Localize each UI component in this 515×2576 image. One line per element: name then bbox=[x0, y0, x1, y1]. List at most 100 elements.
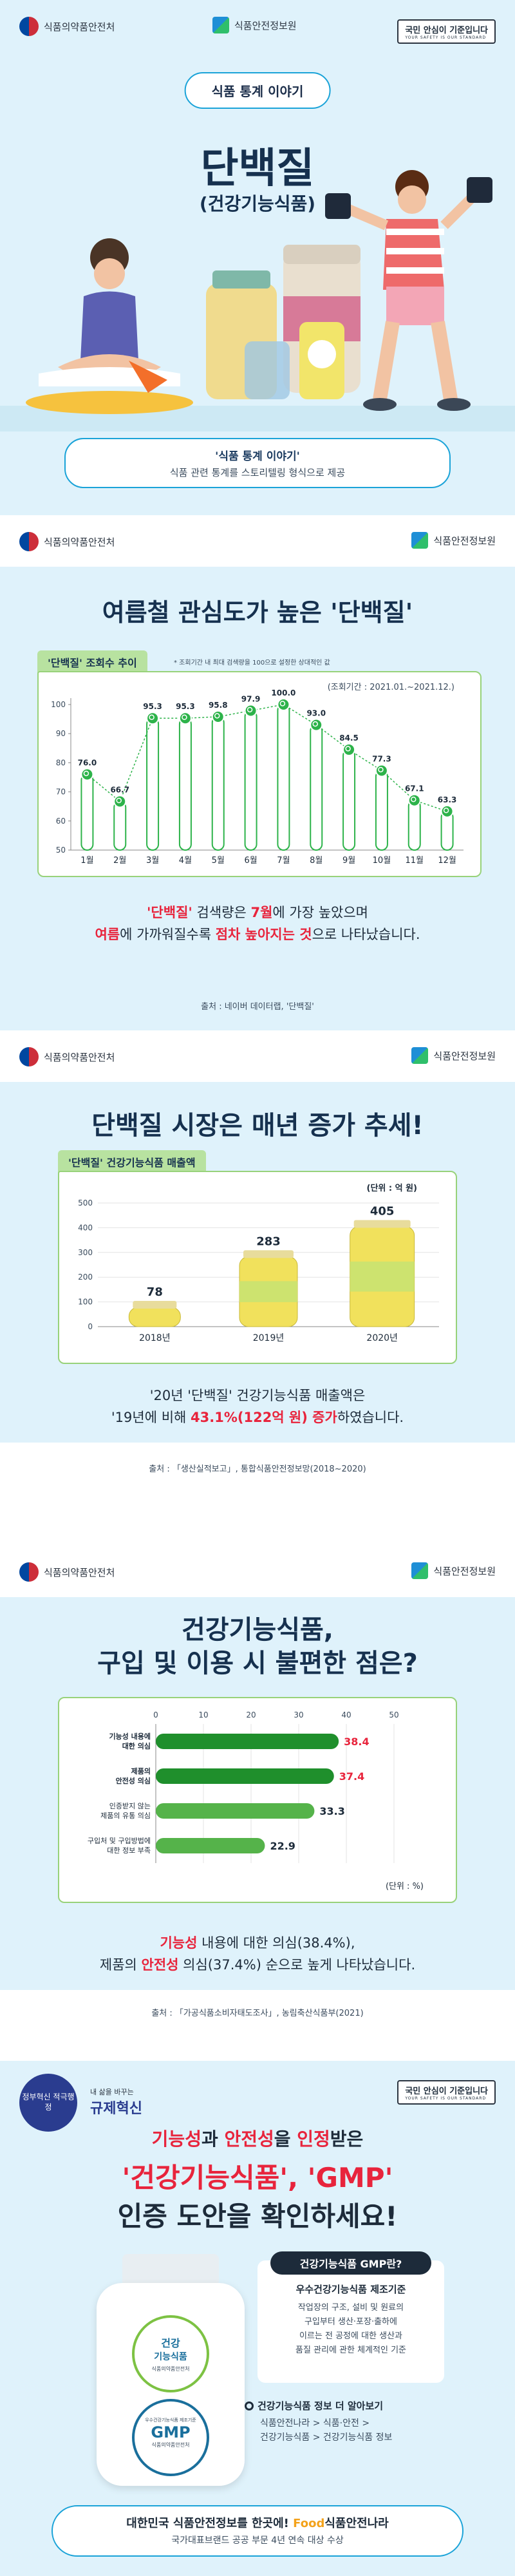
data-label: 37.4 bbox=[339, 1770, 364, 1783]
x-tick-label: 10월 bbox=[373, 856, 391, 866]
value-column bbox=[342, 749, 356, 851]
mfds-logo: 식품의약품안전처 bbox=[19, 532, 115, 551]
data-point bbox=[244, 704, 258, 717]
card2-source: 출처 : 네이버 데이터랩, '단백질' bbox=[201, 1002, 314, 1012]
standard-badge: 국민 안심이 기준입니다 YOUR SAFETY IS OUR STANDARD bbox=[397, 19, 496, 44]
data-label: 33.3 bbox=[319, 1805, 344, 1817]
footer-line2: 국가대표브랜드 공공 부문 4년 연속 대상 수상 bbox=[171, 2535, 344, 2546]
data-label: 405 bbox=[370, 1204, 395, 1218]
gmp-info-title: 건강기능식품 GMP란? bbox=[270, 2251, 431, 2275]
inconvenience-bar bbox=[156, 1838, 265, 1853]
data-point bbox=[178, 712, 192, 725]
mark-text: 기능식품 bbox=[154, 2352, 187, 2362]
mark-text: 식품의약품안전처 bbox=[151, 2442, 190, 2448]
mfds-name: 식품의약품안전처 bbox=[44, 21, 115, 33]
data-point bbox=[80, 768, 94, 781]
standard-badge-en: YOUR SAFETY IS OUR STANDARD bbox=[405, 2096, 487, 2101]
gmp-info-description: 작업장의 구조, 설비 및 원료의 구입부터 생산·포장·출하에 이르는 전 공정에… bbox=[258, 2301, 444, 2358]
search-icon bbox=[378, 766, 384, 773]
card-gmp: 정부혁신 적극행정 내 삶을 바꾸는 규제혁신 국민 안심이 기준입니다 YOU… bbox=[0, 2061, 515, 2576]
data-label: 84.5 bbox=[339, 734, 359, 743]
yoga-person-icon bbox=[26, 238, 193, 414]
data-point bbox=[375, 764, 388, 777]
y-tick-label: 0 bbox=[88, 1322, 93, 1331]
search-icon bbox=[411, 796, 417, 802]
caption-text: 의심(37.4%) 순으로 높게 나타났습니다. bbox=[178, 1957, 416, 1973]
gmp-headline-line3: 인증 도안을 확인하세요! bbox=[117, 2201, 398, 2232]
weightlifter-person-icon bbox=[325, 170, 492, 411]
standard-badge-en: YOUR SAFETY IS OUR STANDARD bbox=[405, 35, 487, 40]
value-column bbox=[375, 770, 388, 851]
caption-text: 에 가까워질수록 bbox=[120, 927, 216, 942]
data-point bbox=[146, 712, 160, 725]
jar-lid bbox=[133, 1301, 177, 1309]
search-icon bbox=[279, 701, 286, 706]
footer-brand-food: Food bbox=[293, 2517, 325, 2530]
kfs-name: 식품안전정보원 bbox=[433, 1565, 496, 1577]
jar-lid bbox=[353, 1220, 411, 1228]
headline-text: 과 bbox=[201, 2128, 225, 2150]
headline-text: 받은 bbox=[330, 2128, 364, 2150]
more-info-title: 건강기능식품 정보 더 알아보기 bbox=[258, 2400, 384, 2412]
x-tick-label: 0 bbox=[153, 1710, 158, 1719]
y-tick-label: 70 bbox=[56, 788, 66, 797]
kfs-emblem-icon bbox=[411, 1562, 429, 1579]
mfds-logo: 식품의약품안전처 bbox=[19, 17, 115, 36]
search-icon bbox=[214, 713, 220, 719]
data-label: 95.3 bbox=[176, 702, 195, 711]
standard-badge-text: 국민 안심이 기준입니다 bbox=[405, 26, 488, 35]
kfs-name: 식품안전정보원 bbox=[234, 19, 297, 32]
gmp-desc-line: 이르는 전 공정에 대한 생산과 bbox=[299, 2331, 403, 2341]
kfs-logo: 식품안전정보원 bbox=[411, 1562, 496, 1579]
mark-text: 우수건강기능식품 제조기준 bbox=[145, 2418, 196, 2423]
x-tick-label: 6월 bbox=[244, 856, 257, 866]
cover-title: 단백질 bbox=[200, 145, 315, 193]
card4-title: 건강기능식품, 구입 및 이용 시 불편한 점은? bbox=[0, 1613, 515, 1680]
value-column bbox=[146, 717, 160, 851]
card-search-trend: 식품의약품안전처 식품안전정보원 여름철 관심도가 높은 '단백질' '단백질'… bbox=[0, 515, 515, 1030]
category-label: 구입처 및 구입방법에 bbox=[88, 1837, 151, 1845]
mark-text: 식품의약품안전처 bbox=[151, 2366, 190, 2372]
y-tick-label: 400 bbox=[78, 1223, 93, 1232]
card-cover: 식품의약품안전처 식품안전정보원 국민 안심이 기준입니다 YOUR SAFET… bbox=[0, 0, 515, 515]
kfs-name: 식품안전정보원 bbox=[433, 1050, 496, 1062]
inconvenience-bar bbox=[156, 1734, 339, 1749]
regulation-badge: 규제혁신 bbox=[90, 2101, 142, 2117]
gmp-desc-line: 작업장의 구조, 설비 및 원료의 bbox=[297, 2303, 404, 2313]
chart-note: * 조회기간 내 최대 검색량을 100으로 설정한 상대적인 값 bbox=[174, 659, 330, 667]
x-tick-label: 2018년 bbox=[139, 1333, 171, 1343]
bottle-cap bbox=[122, 2254, 219, 2286]
gmp-headline-line1: 기능성과 안전성을 인정받은 bbox=[0, 2125, 515, 2151]
x-tick-label: 8월 bbox=[310, 856, 323, 866]
data-label: 67.1 bbox=[405, 784, 424, 793]
mark-text: GMP bbox=[151, 2423, 191, 2441]
data-label: 38.4 bbox=[344, 1736, 369, 1748]
kfs-emblem-icon bbox=[411, 1047, 429, 1064]
card2-chart-tag: '단백질' 조회수 추이 bbox=[37, 650, 147, 674]
y-tick-label: 50 bbox=[56, 846, 66, 855]
data-label: 100.0 bbox=[271, 688, 295, 697]
line-chart-box: (조회기간 : 2021.01.~2021.12.) 50 60 70 80 90 100… bbox=[37, 671, 482, 877]
kfs-logo: 식품안전정보원 bbox=[411, 1047, 496, 1064]
regulation-badge-top: 내 삶을 바꾸는 bbox=[90, 2088, 134, 2096]
search-icon bbox=[149, 714, 154, 720]
x-tick-label: 30 bbox=[294, 1710, 303, 1719]
jar-label-band bbox=[239, 1281, 297, 1302]
caption-text: 하였습니다. bbox=[337, 1410, 404, 1425]
more-info-path2: 건강기능식품 > 건강기능식품 정보 bbox=[260, 2432, 393, 2443]
caption-highlight: 점차 높아지는 것 bbox=[215, 927, 312, 942]
caption-highlight: 여름 bbox=[95, 927, 120, 942]
kfs-emblem-icon bbox=[411, 532, 429, 549]
search-icon bbox=[345, 746, 351, 752]
x-tick-label: 50 bbox=[389, 1710, 398, 1719]
more-info-path1: 식품안전나라 > 식품·안전 > bbox=[260, 2418, 370, 2429]
y-tick-label: 300 bbox=[78, 1248, 93, 1257]
mfds-logo: 식품의약품안전처 bbox=[19, 1047, 115, 1066]
value-column bbox=[178, 717, 192, 851]
footer-brand: 식품안전나라 bbox=[324, 2517, 389, 2530]
card4-source: 출처 : 「가공식품소비자태도조사」, 농림축산식품부(2021) bbox=[151, 2009, 364, 2018]
search-icon bbox=[182, 714, 187, 720]
caption-highlight: 7월 bbox=[250, 905, 273, 920]
